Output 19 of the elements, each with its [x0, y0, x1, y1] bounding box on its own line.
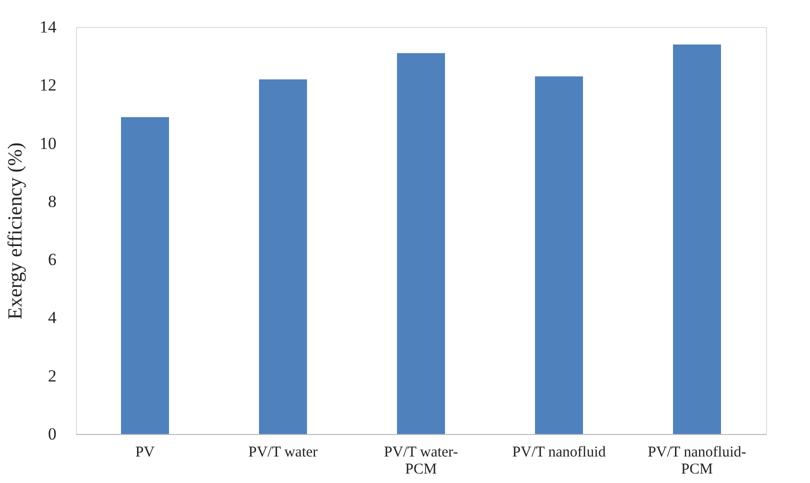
x-tick-label: PV/T nanofluid [512, 444, 606, 460]
bar [673, 44, 721, 434]
y-tick-label: 0 [48, 424, 56, 444]
y-axis-title: Exergy efficiency (%) [4, 142, 26, 320]
y-tick-label: 12 [40, 76, 56, 95]
y-tick-label: 8 [48, 192, 56, 211]
bar [535, 76, 583, 434]
y-tick-label: 2 [48, 366, 56, 386]
x-tick-label: PV/T water-PCM [384, 444, 458, 478]
y-tick-label: 14 [40, 18, 57, 36]
y-tick-label: 10 [40, 134, 56, 153]
y-tick-label: 6 [48, 250, 56, 270]
x-tick-label: PV/T water [248, 444, 318, 460]
bar [121, 117, 169, 434]
y-tick-label: 4 [48, 308, 57, 328]
bar [259, 79, 307, 434]
bar [397, 53, 445, 434]
x-tick-label: PV [135, 444, 155, 460]
x-tick-label: PV/T nanofluid-PCM [648, 444, 746, 478]
